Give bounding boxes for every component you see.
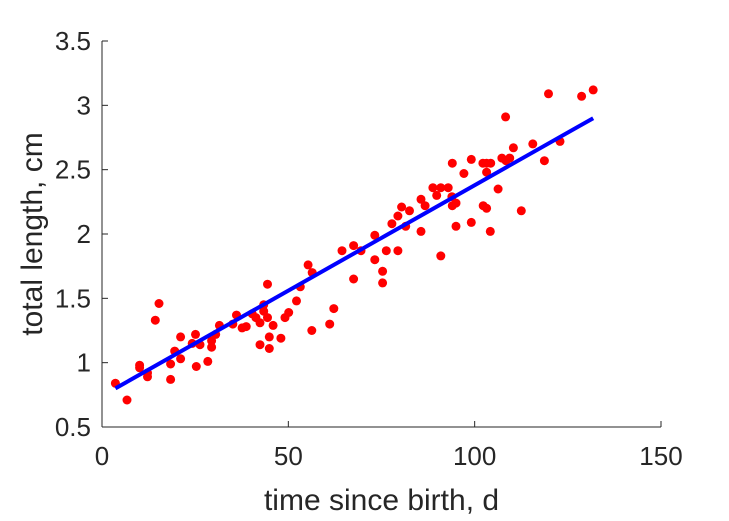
y-tick-labels: 0.5 1 1.5 2 2.5 3 3.5	[55, 26, 91, 442]
data-point	[370, 230, 380, 240]
data-point	[451, 198, 461, 208]
data-point	[466, 154, 476, 164]
data-point	[154, 299, 164, 308]
data-point	[122, 395, 132, 405]
data-point	[284, 308, 294, 317]
data-point	[436, 251, 446, 261]
data-point	[337, 246, 347, 256]
x-tick-label: 50	[274, 441, 303, 471]
data-point	[166, 374, 176, 384]
data-point	[378, 278, 388, 288]
data-point	[393, 211, 403, 221]
data-point	[436, 183, 446, 193]
y-axis-label: total length, cm	[16, 132, 49, 335]
data-point	[263, 279, 272, 289]
axis-ticks	[101, 40, 662, 428]
data-point	[466, 217, 476, 227]
data-point	[135, 360, 145, 370]
y-tick-label: 1	[77, 348, 91, 378]
data-point	[416, 226, 426, 236]
data-point	[459, 169, 469, 178]
data-point	[191, 329, 200, 339]
data-point	[443, 183, 453, 193]
data-point	[447, 158, 457, 168]
data-point	[482, 203, 492, 213]
data-point	[207, 336, 217, 346]
data-point	[268, 320, 278, 330]
data-point	[528, 139, 538, 149]
x-tick-label: 0	[95, 441, 109, 471]
data-point	[393, 246, 403, 256]
y-tick-label: 3.5	[55, 26, 91, 56]
data-point	[381, 246, 391, 256]
data-point	[292, 296, 301, 306]
data-point	[486, 158, 496, 168]
data-point	[451, 221, 461, 231]
data-point	[307, 326, 317, 335]
data-point	[263, 313, 272, 323]
data-point	[276, 333, 286, 343]
y-tick-label: 3	[77, 90, 91, 120]
data-point	[203, 356, 213, 366]
x-tick-labels: 0 50 100 150	[95, 441, 683, 471]
data-point	[544, 89, 553, 99]
y-tick-label: 2	[77, 219, 91, 249]
data-point	[166, 359, 176, 369]
data-point	[349, 241, 359, 251]
data-point	[378, 266, 388, 276]
data-point	[143, 372, 152, 382]
y-tick-label: 2.5	[55, 155, 91, 185]
data-point	[349, 274, 359, 284]
data-point	[255, 340, 265, 350]
data-point	[241, 322, 251, 332]
data-point	[516, 206, 526, 216]
data-point	[207, 342, 217, 352]
data-point	[493, 184, 503, 194]
data-point	[370, 255, 380, 265]
data-point	[432, 190, 442, 200]
data-point	[176, 354, 186, 364]
data-point	[405, 206, 414, 216]
data-point	[264, 332, 274, 342]
data-point	[303, 260, 313, 270]
y-tick-label: 1.5	[55, 283, 91, 313]
data-point	[428, 183, 438, 193]
data-point	[329, 304, 339, 314]
data-point	[191, 362, 201, 371]
data-point	[255, 318, 265, 328]
data-points	[110, 85, 598, 405]
x-tick-label: 100	[453, 441, 496, 471]
data-point	[325, 319, 335, 329]
data-point	[501, 112, 511, 122]
data-point	[420, 201, 430, 211]
data-point	[539, 156, 549, 166]
data-point	[397, 202, 407, 212]
data-point	[416, 194, 426, 204]
x-axis-label: time since birth, d	[264, 484, 499, 517]
data-point	[176, 332, 186, 342]
data-point	[485, 226, 495, 236]
x-tick-label: 150	[639, 441, 682, 471]
data-point	[508, 143, 518, 153]
data-point	[505, 153, 515, 163]
data-point	[482, 167, 492, 177]
y-tick-label: 0.5	[55, 412, 91, 442]
data-point	[387, 219, 397, 229]
data-point	[150, 315, 160, 325]
data-point	[264, 344, 274, 353]
fit-line	[114, 116, 595, 391]
data-point	[588, 85, 598, 95]
data-point	[577, 91, 587, 101]
